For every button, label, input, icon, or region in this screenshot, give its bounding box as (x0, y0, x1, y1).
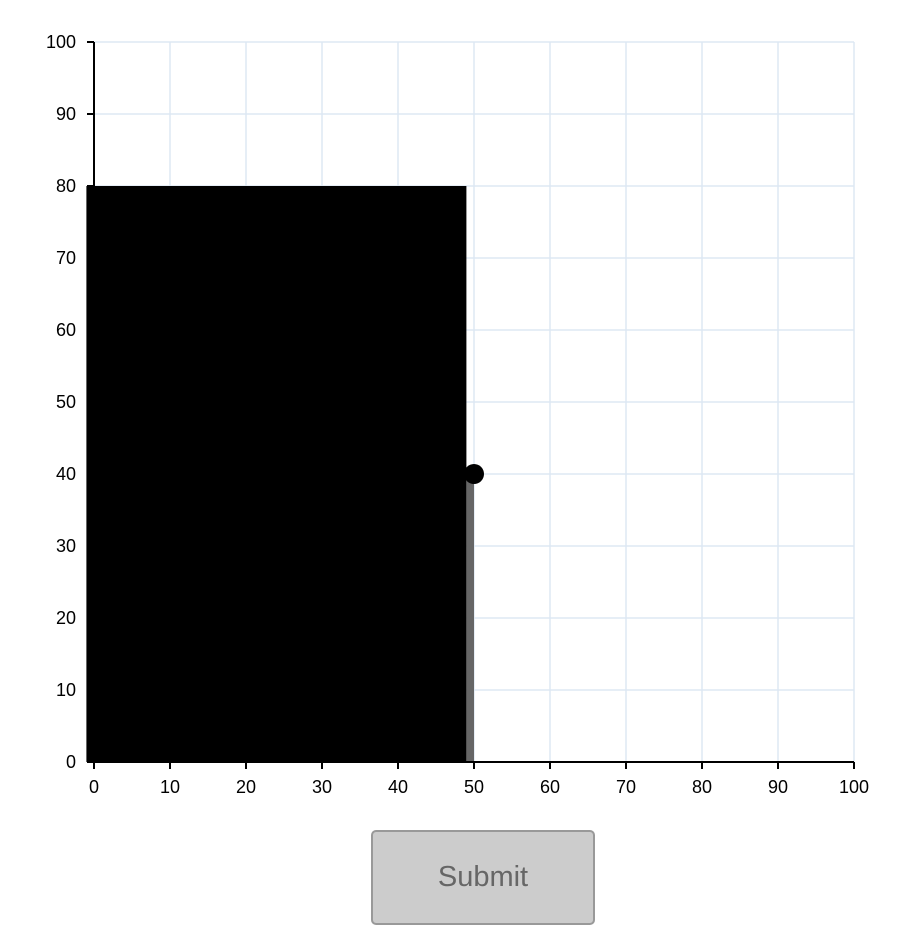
x-tick-label: 70 (616, 777, 636, 797)
x-tick-label: 90 (768, 777, 788, 797)
y-tick-label: 40 (56, 464, 76, 484)
y-tick-label: 50 (56, 392, 76, 412)
x-tick-label: 30 (312, 777, 332, 797)
shapes (86, 186, 474, 762)
filled-rectangle (86, 186, 467, 762)
y-tick-label: 90 (56, 104, 76, 124)
handles (464, 464, 484, 484)
y-tick-label: 20 (56, 608, 76, 628)
x-tick-label: 40 (388, 777, 408, 797)
axes (87, 41, 855, 769)
y-tick-label: 10 (56, 680, 76, 700)
drag-handle[interactable] (464, 464, 484, 484)
x-tick-label: 50 (464, 777, 484, 797)
y-tick-label: 70 (56, 248, 76, 268)
x-tick-label: 100 (839, 777, 869, 797)
y-tick-label: 80 (56, 176, 76, 196)
x-tick-label: 10 (160, 777, 180, 797)
y-tick-label: 0 (66, 752, 76, 772)
y-tick-label: 60 (56, 320, 76, 340)
rectangle-edge-shadow (466, 474, 474, 762)
y-tick-label: 30 (56, 536, 76, 556)
y-tick-label: 100 (46, 32, 76, 52)
submit-button[interactable]: Submit (371, 830, 595, 925)
x-tick-label: 80 (692, 777, 712, 797)
x-tick-label: 20 (236, 777, 256, 797)
rectangle-plot[interactable]: 0 10 20 30 40 50 60 70 80 90 100 0 10 20 30 40 50 60 70 80 9… (0, 0, 920, 820)
tick-labels: 0 10 20 30 40 50 60 70 80 90 100 0 10 20 30 40 50 60 70 80 9… (46, 32, 869, 797)
x-tick-label: 60 (540, 777, 560, 797)
x-tick-label: 0 (89, 777, 99, 797)
